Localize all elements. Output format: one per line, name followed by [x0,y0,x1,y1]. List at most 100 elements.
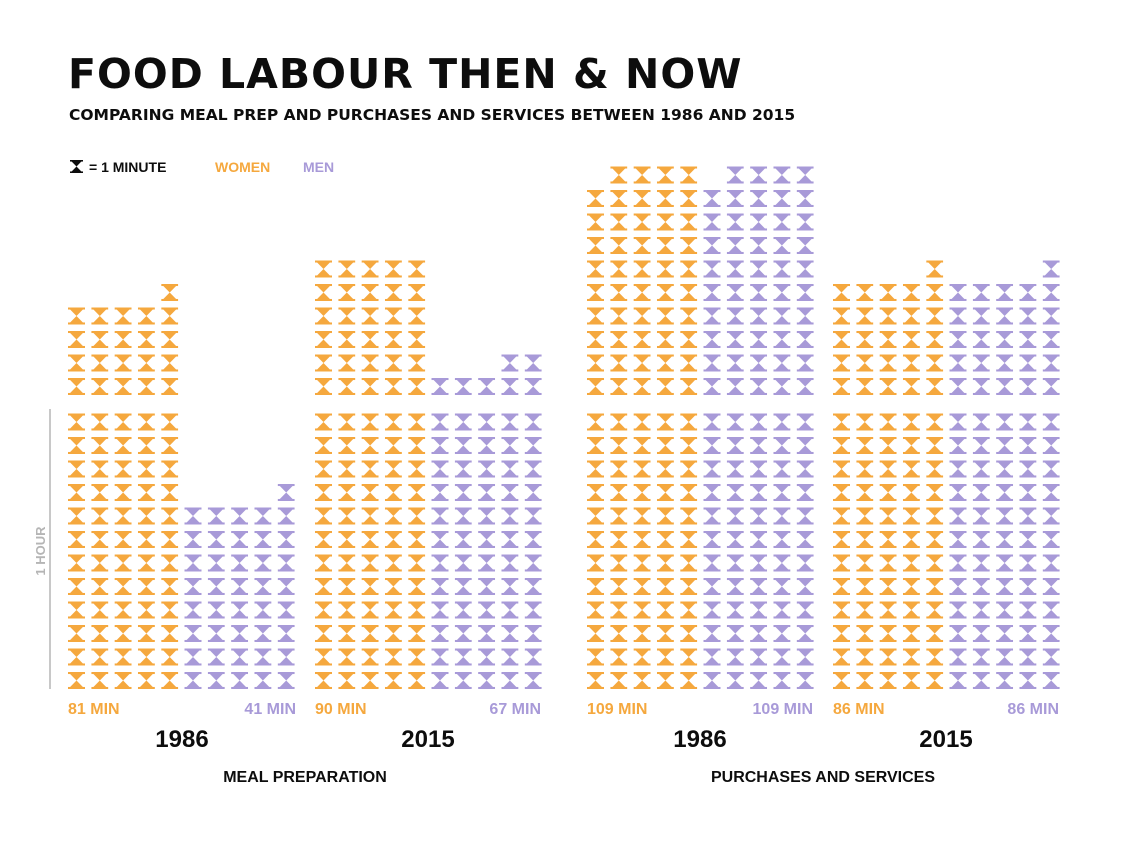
women-minute-icon [902,331,920,348]
women-minute-icon [161,625,179,642]
men-minute-icon [184,601,202,619]
women-minute-icon [587,484,604,501]
men-minute-icon [184,531,202,548]
men-minute-icon [1042,413,1060,431]
women-minute-icon [926,648,944,666]
women-minute-icon [902,484,920,501]
women-minute-icon [610,378,628,395]
men-minute-icon [996,484,1014,501]
men-minute-icon [277,648,295,666]
women-minute-icon [91,413,109,431]
men-minute-icon [478,437,496,454]
women-minute-icon [384,437,402,454]
women-minute-icon [656,648,674,666]
women-minute-icon [926,260,944,278]
men-minute-icon [207,672,225,689]
men-minute-icon [184,672,202,689]
women-minute-icon [680,307,698,325]
men-minute-icon [524,437,542,454]
women-minute-icon [137,648,155,666]
hour-scale-label: 1 HOUR [33,526,48,576]
legend-unit-label: = 1 MINUTE [89,159,166,175]
women-minute-icon [656,554,674,572]
women-minute-icon [902,307,920,325]
women-minute-icon [879,460,897,478]
women-minute-icon [91,307,109,325]
hour-scale: 1 HOUR [33,409,51,689]
meal-2015-year: 2015 [401,726,454,753]
women-minute-icon [384,460,402,478]
women-minute-icon [161,331,179,348]
men-minute-icon [207,554,225,572]
women-minute-icon [315,578,332,595]
men-minute-icon [796,260,814,278]
women-minute-icon [91,378,109,395]
men-minute-icon [796,672,814,689]
women-minute-icon [361,378,379,395]
women-minute-icon [114,307,132,325]
men-minute-icon [726,625,744,642]
women-minute-icon [833,354,850,372]
men-minute-icon [1019,507,1037,525]
men-minute-icon [773,284,791,301]
men-minute-icon [726,190,744,207]
women-minute-icon [361,648,379,666]
purchases-1986-men-label: 109 MIN [753,701,813,718]
women-minute-icon [926,378,944,395]
men-minute-icon [726,554,744,572]
women-minute-icon [338,507,356,525]
women-minute-icon [926,578,944,595]
women-minute-icon [680,554,698,572]
men-minute-icon [949,460,967,478]
men-minute-icon [972,437,990,454]
men-minute-icon [478,601,496,619]
women-minute-icon [338,625,356,642]
men-minute-icon [972,507,990,525]
women-minute-icon [338,307,356,325]
women-minute-icon [114,672,132,689]
women-minute-icon [408,507,426,525]
women-minute-icon [680,284,698,301]
women-minute-icon [879,378,897,395]
women-minute-icon [656,354,674,372]
men-minute-icon [207,648,225,666]
men-minute-icon [796,331,814,348]
women-minute-icon [656,237,674,254]
women-minute-icon [879,672,897,689]
men-minute-icon [773,672,791,689]
men-minute-icon [726,460,744,478]
women-minute-icon [587,307,604,325]
men-minute-icon [703,484,721,501]
women-minute-icon [315,437,332,454]
men-minute-icon [524,378,542,395]
women-minute-icon [114,413,132,431]
women-minute-icon [384,554,402,572]
men-minute-icon [1042,260,1060,278]
men-minute-icon [454,531,472,548]
men-minute-icon [726,648,744,666]
men-minute-icon [796,460,814,478]
men-minute-icon [726,260,744,278]
men-minute-icon [703,625,721,642]
men-minute-icon [796,578,814,595]
women-minute-icon [315,307,332,325]
men-minute-icon [478,554,496,572]
men-minute-icon [972,531,990,548]
men-minute-icon [524,648,542,666]
women-minute-icon [137,554,155,572]
men-minute-icon [1042,531,1060,548]
women-minute-icon [610,284,628,301]
men-minute-icon [750,437,768,454]
men-minute-icon [431,413,449,431]
women-minute-icon [926,331,944,348]
men-minute-icon [1019,331,1037,348]
women-minute-icon [633,237,651,254]
men-minute-icon [478,578,496,595]
men-minute-icon [454,648,472,666]
men-minute-icon [773,484,791,501]
women-minute-icon [856,672,874,689]
men-minute-icon [773,354,791,372]
men-minute-icon [431,648,449,666]
women-minute-icon [315,378,332,395]
women-minute-icon [361,578,379,595]
